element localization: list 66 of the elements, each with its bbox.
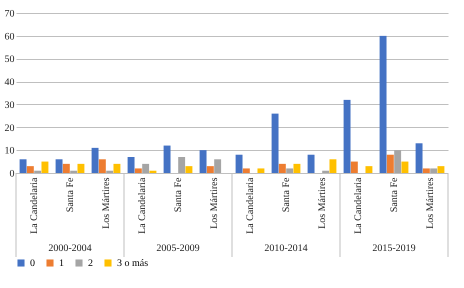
bar — [41, 162, 48, 173]
bar — [380, 36, 387, 173]
bar — [416, 143, 423, 173]
x-tick-label: Santa Fe — [389, 176, 400, 212]
bar — [350, 162, 358, 173]
x-tick-label: Santa Fe — [65, 176, 76, 212]
legend-label: 2 — [88, 258, 93, 269]
bar — [257, 168, 264, 173]
bar — [113, 164, 120, 173]
x-tick-label: Santa Fe — [281, 176, 292, 212]
bar — [437, 166, 444, 173]
bar — [242, 168, 250, 173]
x-tick-label: La Candelaria — [137, 176, 148, 234]
bar — [77, 164, 84, 173]
y-tick-label: 60 — [4, 31, 14, 42]
bar — [20, 159, 27, 173]
bar — [206, 166, 214, 173]
x-tick-label: Los Mártires — [209, 177, 220, 229]
bar — [164, 146, 171, 173]
bar — [278, 164, 286, 173]
x-tick-label: Santa Fe — [173, 176, 184, 212]
text: 2010-2014 — [264, 243, 308, 254]
bar — [56, 159, 63, 173]
y-tick-label: 0 — [10, 168, 14, 180]
bar — [142, 164, 150, 173]
bar — [134, 168, 142, 173]
x-tick-label: Los Mártires — [425, 177, 436, 229]
x-tick-label: La Candelaria — [29, 176, 40, 234]
bar — [394, 150, 402, 173]
text: 2015-2019 — [372, 243, 416, 254]
bar — [344, 100, 351, 173]
bar — [92, 148, 99, 173]
bar — [430, 168, 438, 173]
legend-label: 1 — [59, 258, 64, 269]
bar — [293, 164, 300, 173]
bar — [286, 168, 294, 173]
bar — [308, 154, 315, 173]
legend-label: 0 — [30, 258, 35, 269]
text: 2005-2009 — [156, 243, 200, 254]
x-tick-label: La Candelaria — [353, 176, 364, 234]
bar — [365, 166, 372, 173]
bar — [62, 164, 70, 173]
y-tick-label: 30 — [4, 100, 14, 111]
bar — [236, 154, 243, 173]
bar — [214, 159, 222, 173]
bar — [178, 157, 186, 173]
x-tick-label: Los Mártires — [317, 177, 328, 229]
bar — [422, 168, 430, 173]
y-tick-label: 20 — [4, 122, 14, 134]
bar — [329, 159, 336, 173]
x-tick-label: Los Mártires — [101, 177, 112, 229]
text: 2000-2004 — [48, 243, 92, 254]
bar — [401, 162, 408, 173]
legend-label: 3 o más — [117, 258, 148, 269]
bar — [185, 166, 192, 173]
bar — [386, 154, 394, 173]
y-tick-label: 70 — [4, 8, 14, 20]
y-tick-label: 50 — [4, 54, 14, 66]
bar — [272, 114, 279, 173]
bar — [98, 159, 106, 173]
y-tick-label: 10 — [4, 146, 14, 157]
bar — [26, 166, 34, 173]
bar — [200, 150, 207, 173]
bar — [128, 157, 135, 173]
x-tick-label: La Candelaria — [245, 176, 256, 234]
y-tick-label: 40 — [4, 77, 14, 88]
